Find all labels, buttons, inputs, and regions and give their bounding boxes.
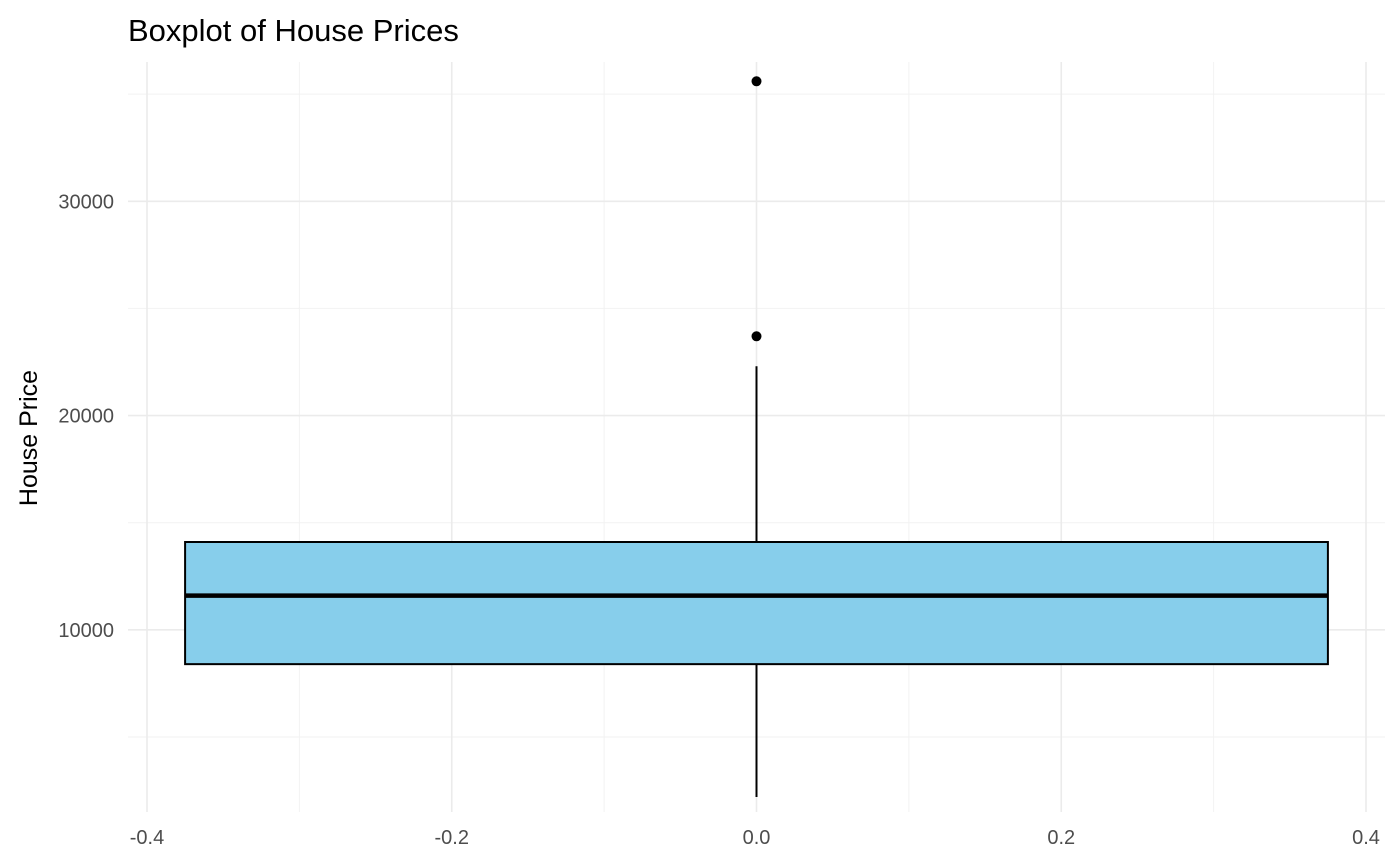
x-tick-label: 0.0 bbox=[743, 827, 771, 849]
interquartile-box bbox=[184, 541, 1329, 666]
outlier-point bbox=[751, 76, 762, 87]
y-axis-title: House Price bbox=[15, 370, 43, 506]
x-tick-label: -0.2 bbox=[435, 827, 469, 849]
x-tick-label: 0.2 bbox=[1047, 827, 1075, 849]
chart-title: Boxplot of House Prices bbox=[128, 13, 459, 48]
x-tick-label: 0.4 bbox=[1352, 827, 1380, 849]
plot-area bbox=[184, 76, 1329, 797]
y-tick-label: 10000 bbox=[58, 620, 114, 642]
axis-labels: -0.4 -0.2 0.0 0.2 0.4 10000 20000 30000 bbox=[58, 191, 1380, 849]
y-tick-label: 20000 bbox=[58, 406, 114, 428]
outlier-point bbox=[751, 331, 762, 342]
x-tick-label: -0.4 bbox=[130, 827, 164, 849]
y-tick-label: 30000 bbox=[58, 191, 114, 213]
